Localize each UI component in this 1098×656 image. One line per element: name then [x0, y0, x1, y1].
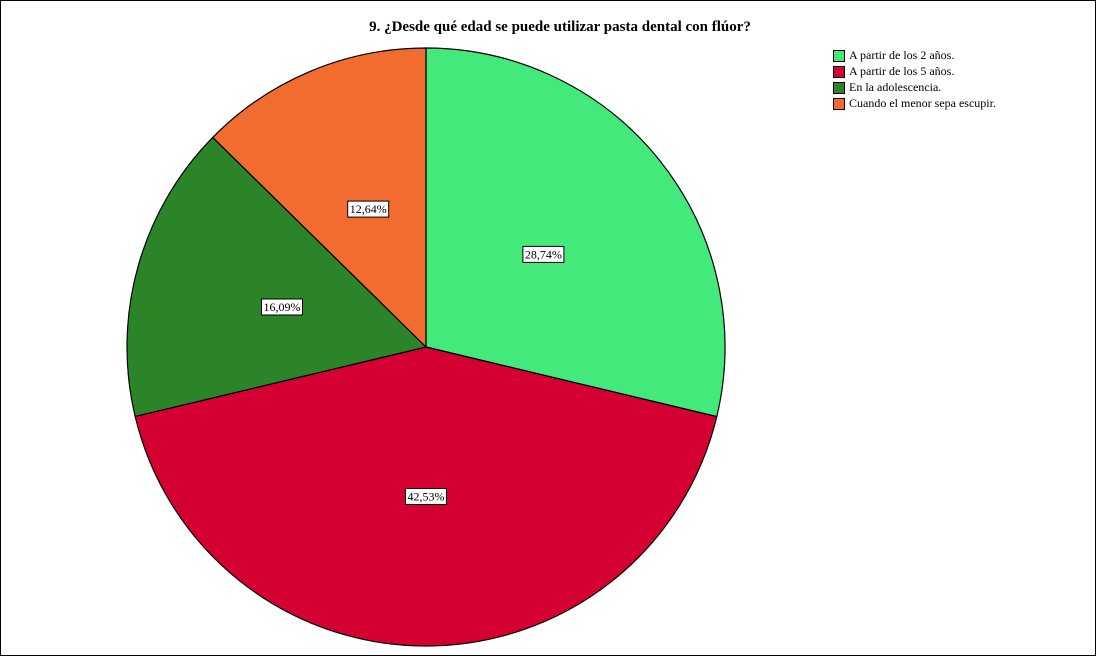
slice-value-label: 12,64%: [347, 200, 390, 218]
pie-slice: [211, 47, 427, 349]
slice-value-box: [405, 488, 447, 505]
legend-swatch: [833, 97, 845, 110]
legend-label: Cuando el menor sepa escupir.: [849, 96, 996, 110]
legend-item: A partir de los 5 años.: [833, 64, 996, 79]
pie-slices: [126, 47, 726, 647]
slice-value-box: [522, 245, 565, 263]
slice-value-text: 12,64%: [350, 202, 387, 216]
slice-value-text: 42,53%: [408, 490, 445, 504]
legend-label: A partir de los 5 años.: [849, 64, 955, 78]
legend-swatch: [833, 65, 845, 78]
legend: A partir de los 2 años. A partir de los …: [833, 48, 996, 112]
legend-item: A partir de los 2 años.: [833, 48, 996, 63]
legend-label: En la adolescencia.: [849, 80, 942, 94]
slice-value-box: [261, 298, 303, 316]
legend-label: A partir de los 2 años.: [849, 48, 955, 62]
pie-slice: [126, 136, 428, 418]
slice-value-text: 16,09%: [264, 300, 301, 314]
pie-slice: [425, 47, 726, 418]
legend-item: En la adolescencia.: [833, 80, 996, 95]
slice-value-label: 28,74%: [522, 245, 565, 263]
slice-value-box: [347, 200, 390, 218]
chart-title: 9. ¿Desde qué edad se puede utilizar pas…: [369, 19, 751, 35]
legend-swatch: [833, 49, 845, 62]
legend-swatch: [833, 81, 845, 94]
pie-labels: 28,74% 42,53% 16,09% 12,64%: [261, 200, 565, 505]
slice-value-label: 16,09%: [261, 298, 303, 316]
slice-value-text: 28,74%: [525, 247, 562, 261]
slice-value-label: 42,53%: [405, 488, 447, 505]
legend-item: Cuando el menor sepa escupir.: [833, 96, 996, 111]
